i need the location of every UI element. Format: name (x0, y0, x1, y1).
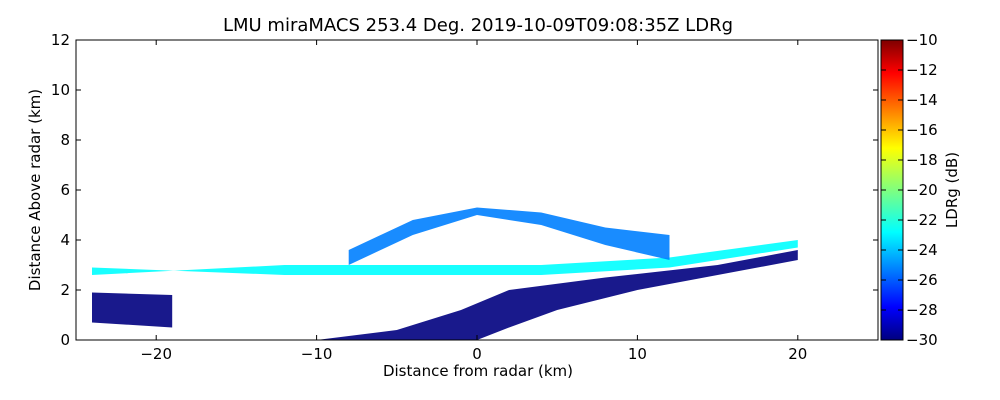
x-tick-label: 20 (788, 345, 807, 363)
colorbar-tick-label: −24 (906, 241, 938, 259)
colorbar-tick-label: −28 (906, 301, 938, 319)
y-axis-label: Distance Above radar (km) (26, 89, 44, 291)
colorbar-label: LDRg (dB) (943, 152, 961, 228)
y-tick-label: 10 (51, 81, 70, 99)
y-tick-label: 2 (60, 281, 70, 299)
x-axis-label: Distance from radar (km) (383, 362, 573, 380)
colorbar-tick-label: −10 (906, 31, 938, 49)
colorbar-tick-label: −14 (906, 91, 938, 109)
plot-frame (75, 39, 879, 341)
y-tick-label: 12 (51, 31, 70, 49)
y-tick-label: 8 (60, 131, 70, 149)
x-tick-label: −10 (301, 345, 333, 363)
colorbar-ticks: −10 −12 −14 −16 −18 −20 −22 −24 −26 −28 −30 (881, 31, 938, 349)
y-tick-label: 6 (60, 181, 70, 199)
colorbar-tick-label: −18 (906, 151, 938, 169)
ldr-region (348, 207, 670, 265)
ldr-region (92, 240, 798, 275)
colorbar-tick-label: −12 (906, 61, 938, 79)
ldr-region (316, 250, 798, 340)
ldr-region (92, 292, 173, 328)
colorbar-tick-label: −30 (906, 331, 938, 349)
x-axis: −20 −10 0 10 20 (140, 40, 807, 363)
y-axis: 0 2 4 6 8 10 12 (51, 31, 878, 349)
colorbar-tick-label: −26 (906, 271, 938, 289)
plot-area (92, 207, 798, 340)
x-tick-label: 10 (628, 345, 647, 363)
colorbar-tick-label: −16 (906, 121, 938, 139)
data-marks (92, 207, 798, 340)
y-tick-label: 0 (60, 331, 70, 349)
x-tick-label: 0 (472, 345, 482, 363)
y-tick-label: 4 (60, 231, 70, 249)
colorbar-tick-label: −22 (906, 211, 938, 229)
chart-title: LMU miraMACS 253.4 Deg. 2019-10-09T09:08… (223, 15, 733, 36)
colorbar-tick-label: −20 (906, 181, 938, 199)
x-tick-label: −20 (140, 345, 172, 363)
